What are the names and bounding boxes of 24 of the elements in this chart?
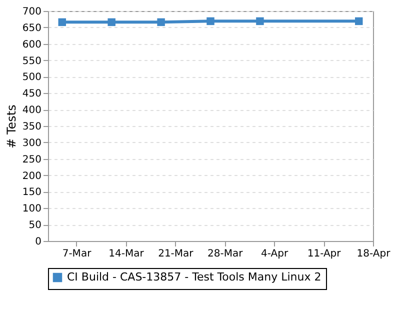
y-tick-label: 350 — [22, 122, 42, 132]
x-tick-label: 14-Mar — [108, 248, 145, 260]
y-tick-label: 300 — [22, 138, 42, 149]
y-tick-label: 200 — [22, 170, 42, 182]
y-tick-label: 400 — [22, 105, 42, 116]
y-tick-label: 150 — [22, 187, 42, 198]
y-tick-label: 700 — [22, 6, 42, 18]
x-tick-label: 4-Apr — [261, 248, 289, 260]
legend-label: CI Build - CAS-13857 - Test Tools Many Linux 2 — [67, 270, 322, 284]
y-tick-label: 650 — [22, 22, 42, 34]
y-tick-label: 50 — [28, 220, 42, 232]
y-tick-label: 550 — [22, 56, 42, 67]
y-tick-label: 500 — [22, 72, 42, 84]
y-tick-label: 450 — [22, 88, 42, 100]
x-tick-label: 7-Mar — [62, 248, 92, 260]
y-tick-label: 250 — [22, 154, 42, 166]
y-tick-label: 600 — [22, 39, 42, 50]
y-axis-title: # Tests — [4, 104, 18, 148]
x-tick-label: 18-Apr — [356, 248, 392, 260]
x-tick-label: 11-Apr — [307, 248, 342, 260]
y-tick-label: 100 — [22, 204, 42, 215]
y-tick-label: 0 — [35, 236, 42, 248]
x-tick-label: 28-Mar — [208, 248, 244, 260]
x-tick-label: 21-Mar — [158, 248, 194, 260]
